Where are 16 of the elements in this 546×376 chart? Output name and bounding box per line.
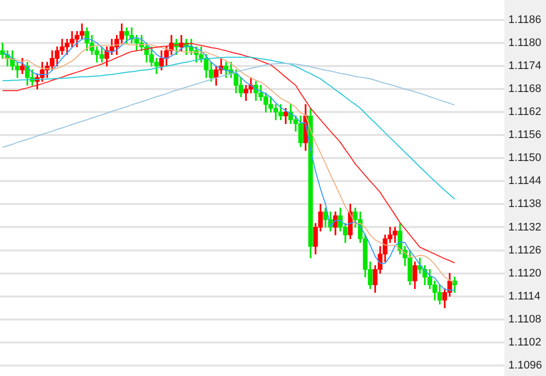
y-tick-label: 1.1120 [508,267,542,280]
y-tick-label: 1.1144 [508,175,542,188]
y-tick-label: 1.1180 [508,37,542,50]
y-tick-label: 1.1114 [508,290,540,302]
y-tick-label: 1.1108 [508,313,542,326]
y-tick-label: 1.1162 [508,106,542,118]
y-tick-label: 1.1186 [508,14,542,26]
y-tick-label: 1.1132 [508,221,542,234]
y-tick-label: 1.1102 [508,336,542,348]
y-tick-label: 1.1138 [508,198,542,210]
y-tick-label: 1.1174 [508,60,542,72]
y-tick-label: 1.1126 [508,244,542,256]
y-tick-label: 1.1156 [508,129,542,142]
y-tick-label: 1.1168 [508,83,542,96]
y-tick-label: 1.1096 [508,359,542,372]
y-tick-label: 1.1150 [508,152,542,164]
